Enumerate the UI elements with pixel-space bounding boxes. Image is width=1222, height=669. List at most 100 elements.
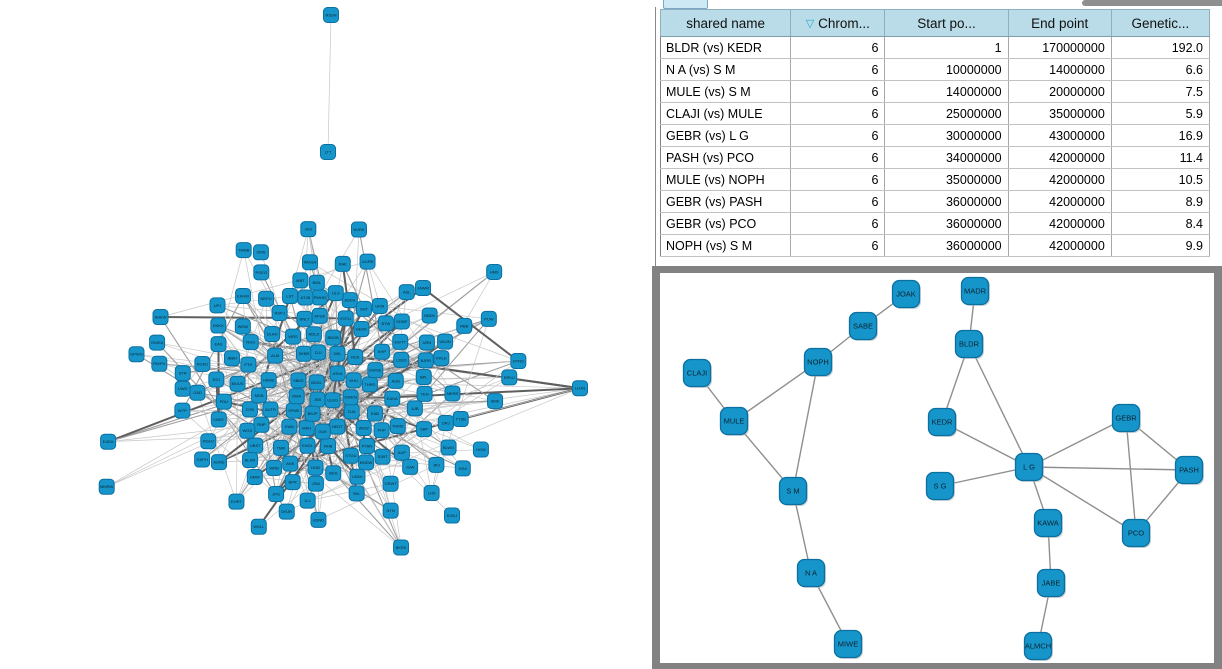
table-cell[interactable]: 36000000 (884, 234, 1009, 257)
network-node[interactable]: AUB (387, 372, 404, 389)
network-node[interactable]: WSLL (250, 518, 267, 535)
network-node[interactable]: BNGB (325, 329, 342, 346)
network-node[interactable]: KEDR (927, 407, 958, 438)
network-node[interactable]: APUE (311, 307, 328, 324)
table-cell[interactable]: BLDR (vs) KEDR (660, 36, 792, 59)
network-node[interactable]: NOPH (803, 347, 834, 378)
network-node[interactable]: JPG (268, 486, 285, 503)
table-cell[interactable]: GEBR (vs) PCO (660, 212, 792, 235)
network-node[interactable]: NBDK (421, 307, 438, 324)
network-node[interactable]: PWHD (311, 289, 328, 306)
network-node[interactable]: ALM (267, 347, 284, 364)
network-node[interactable]: LHS (423, 485, 440, 502)
network-edge[interactable] (1028, 466, 1137, 534)
table-row[interactable]: GEBR (vs) PASH 6 36000000 42000000 8.9 (660, 190, 1211, 213)
network-node[interactable]: RGHJ (200, 433, 217, 450)
network-node[interactable]: TTSB (452, 410, 469, 427)
table-cell[interactable]: 6 (790, 190, 886, 213)
network-node[interactable]: PHP (373, 422, 390, 439)
table-cell[interactable]: 14000000 (884, 80, 1009, 103)
network-node[interactable]: TEN (416, 385, 433, 402)
table-cell[interactable]: 6 (790, 36, 886, 59)
network-node[interactable]: WGS (239, 422, 256, 439)
network-node[interactable]: HMW (246, 468, 263, 485)
table-tab-fragment[interactable] (663, 0, 708, 9)
table-cell[interactable]: 43000000 (1008, 124, 1112, 147)
network-node[interactable]: PDU (215, 393, 232, 410)
network-node[interactable]: NGG (242, 334, 259, 351)
network-node[interactable]: GRWT (382, 475, 399, 492)
table-cell[interactable]: 1 (884, 36, 1009, 59)
network-node[interactable]: JABE (1036, 568, 1067, 599)
network-node[interactable]: LSSD (393, 351, 410, 368)
table-cell[interactable]: 35000000 (884, 168, 1009, 191)
network-node[interactable]: AUNS (210, 454, 227, 471)
network-node[interactable]: BSJP (304, 405, 321, 422)
network-node[interactable]: ESJ (208, 371, 225, 388)
network-node[interactable]: GWEA (149, 334, 166, 351)
network-node[interactable]: RDS (347, 348, 364, 365)
network-node[interactable]: EAS (210, 336, 227, 353)
table-cell[interactable]: GEBR (vs) L G (660, 124, 792, 147)
table-cell[interactable]: 6 (790, 234, 886, 257)
network-node[interactable]: ULEG (324, 392, 341, 409)
network-node[interactable]: WRB (266, 459, 283, 476)
network-node[interactable]: S M (778, 476, 809, 507)
network-node[interactable]: PASH (1174, 455, 1205, 486)
network-edge[interactable] (733, 361, 819, 422)
table-cell[interactable]: 192.0 (1111, 36, 1211, 59)
network-node[interactable]: THRD (361, 376, 378, 393)
network-node[interactable]: N A (796, 558, 827, 589)
network-node[interactable]: JLL (299, 492, 316, 509)
network-edge[interactable] (1125, 417, 1137, 534)
network-node[interactable]: BPR (284, 474, 301, 491)
network-node[interactable]: AME (487, 393, 504, 410)
network-node[interactable]: BDGL (308, 374, 325, 391)
network-node[interactable]: JUW (402, 458, 419, 475)
table-cell[interactable]: 8.9 (1111, 190, 1211, 213)
network-node[interactable]: HSWE (260, 372, 277, 389)
network-node[interactable]: THMD (389, 418, 406, 435)
table-cell[interactable]: 25000000 (884, 102, 1009, 125)
network-node[interactable]: RMA (288, 388, 305, 405)
network-node[interactable]: RBB (456, 317, 473, 334)
network-node[interactable]: LST (282, 288, 299, 305)
network-node[interactable]: STGU (342, 447, 359, 464)
network-node[interactable]: NDLD (305, 326, 322, 343)
network-node[interactable]: EMDW (358, 454, 375, 471)
network-node[interactable]: MMRW (98, 478, 115, 495)
network-node[interactable]: WEW (355, 419, 372, 436)
network-node[interactable]: BDS (325, 465, 342, 482)
network-node[interactable]: WTP (174, 402, 191, 419)
network-node[interactable]: S G (925, 471, 956, 502)
table-row[interactable]: GEBR (vs) L G 6 30000000 43000000 16.9 (660, 124, 1211, 147)
filter-icon[interactable]: ▽ (805, 17, 815, 30)
network-node[interactable]: LTT (320, 144, 336, 160)
table-cell[interactable]: MULE (vs) S M (660, 80, 792, 103)
network-node[interactable]: DJJ (310, 344, 327, 361)
table-cell[interactable]: 9.9 (1111, 234, 1211, 257)
network-edge[interactable] (1028, 417, 1127, 468)
network-node[interactable]: SKL (348, 485, 365, 502)
main-network-canvas[interactable]: RSSN LTT AUTR EAHA DTB DLAH LSSD DJA PDU LST MKH UR… (0, 0, 652, 669)
network-node[interactable]: DTRS (510, 353, 527, 370)
network-node[interactable]: MDB (251, 387, 268, 404)
network-node[interactable]: TWBB (235, 242, 252, 259)
network-node[interactable]: EAEA (100, 433, 117, 450)
table-cell[interactable]: 36000000 (884, 212, 1009, 235)
table-row[interactable]: MULE (vs) S M 6 14000000 20000000 7.5 (660, 80, 1211, 103)
table-cell[interactable]: 11.4 (1111, 146, 1211, 169)
network-node[interactable]: MUUS (229, 375, 246, 392)
column-header-start-po[interactable]: Start po... (884, 9, 1009, 37)
network-node[interactable]: KHU (345, 372, 362, 389)
network-node[interactable]: KRLE (433, 350, 450, 367)
network-node[interactable]: AHEW (152, 309, 169, 326)
network-node[interactable]: SJBT (374, 448, 391, 465)
table-row[interactable]: CLAJI (vs) MULE 6 25000000 35000000 5.9 (660, 102, 1211, 125)
network-node[interactable]: MERR (444, 385, 461, 402)
network-node[interactable]: DTB (241, 401, 258, 418)
table-cell[interactable]: 34000000 (884, 146, 1009, 169)
network-node[interactable]: BPL (415, 368, 432, 385)
network-node[interactable]: JSB (309, 391, 326, 408)
network-node[interactable]: HGB (307, 459, 324, 476)
